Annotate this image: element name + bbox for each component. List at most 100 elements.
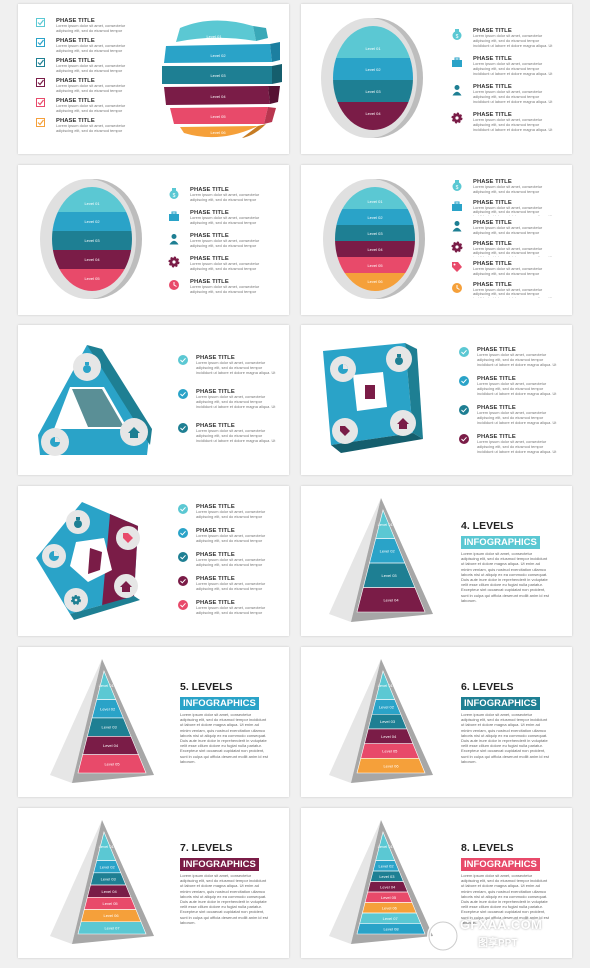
level-label: Level 03 (380, 719, 396, 724)
phase-body: Lorem ipsum dolor sit amet, consectetur … (56, 64, 135, 74)
phase-item: PHASE TITLE Lorem ipsum dolor sit amet, … (178, 355, 276, 389)
pyramid-diagram: Level 01 Level 02 Level 03 Level 04 (329, 498, 433, 622)
phase-title: PHASE TITLE (477, 347, 516, 353)
phase-title: PHASE TITLE (473, 261, 512, 267)
levels-body: Lorem ipsum dolor sit amet, consectetur … (461, 712, 549, 764)
level-label: Level 03 (367, 231, 383, 236)
phase-item: PHASE TITLE Lorem ipsum dolor sit amet, … (168, 233, 270, 256)
phase-title: PHASE TITLE (196, 528, 235, 534)
check-square-icon (36, 38, 45, 47)
level-label: Level 08 (383, 926, 399, 931)
phase-list: PHASE TITLE Lorem ipsum dolor sit amet, … (36, 18, 136, 138)
slide-2: Level 01 Level 02 Level 03 Level 04 $ PH… (301, 4, 572, 154)
home-icon (128, 427, 140, 438)
gear-icon (71, 595, 81, 605)
level-label: Level 01 (99, 844, 115, 849)
disc-band (335, 225, 415, 241)
phase-title: PHASE TITLE (473, 240, 512, 247)
phase-title: PHASE TITLE (473, 220, 512, 226)
phase-list: $ PHASE TITLE Lorem ipsum dolor sit amet… (168, 187, 270, 302)
phase-body: Lorem ipsum dolor sit amet, consectetur … (196, 606, 275, 616)
pyramid-band (356, 923, 426, 935)
phase-title: PHASE TITLE (190, 279, 229, 285)
levels-body: Lorem ipsum dolor sit amet, consectetur … (180, 712, 268, 764)
pentagon-cycle-diagram (36, 502, 140, 620)
level-label: Level 04 (383, 597, 399, 602)
phase-body: Lorem ipsum dolor sit amet, consectetur … (56, 24, 135, 34)
phase-item: PHASE TITLE Lorem ipsum dolor sit amet, … (451, 261, 553, 282)
level-label: Level 03 (102, 725, 118, 730)
clock-icon (452, 282, 462, 293)
phase-title: PHASE TITLE (190, 187, 229, 193)
level-label: Level 01 (378, 844, 394, 849)
phase-list: PHASE TITLE Lorem ipsum dolor sit amet, … (178, 355, 276, 457)
svg-text:$: $ (456, 34, 459, 40)
slide-4: Level 01 Level 02 Level 03 Level 04 Leve… (301, 165, 572, 315)
pie-chart-icon (49, 551, 59, 561)
disc-band (335, 257, 415, 273)
level-label: Level 03 (379, 874, 395, 879)
watermark-logo (427, 920, 459, 952)
svg-text:$: $ (456, 185, 459, 191)
disc-band (335, 241, 415, 257)
phase-body: Lorem ipsum dolor sit amet, consectetur … (190, 216, 269, 226)
level-label: Level 03 (382, 573, 398, 578)
level-label: Level 02 (84, 219, 100, 224)
level-label: Level 01 (378, 522, 394, 527)
phase-title: PHASE TITLE (477, 376, 516, 382)
phase-body: Lorem ipsum dolor sit amet, consectetur … (473, 185, 552, 195)
phase-item: PHASE TITLE Lorem ipsum dolor sit amet, … (36, 118, 136, 138)
phase-item: PHASE TITLE Lorem ipsum dolor sit amet, … (168, 210, 270, 233)
phase-body: Lorem ipsum dolor sit amet, consectetur … (56, 84, 135, 94)
level-label: Level 06 (210, 130, 226, 135)
level-label: Level 01 (206, 34, 222, 39)
levels-title: 7. LEVELS (180, 842, 233, 854)
phase-item: PHASE TITLE Lorem ipsum dolor sit amet, … (36, 58, 136, 78)
disc-diagram: Level 01 Level 02 Level 03 Level 04 (321, 18, 423, 138)
sphere-band (180, 124, 266, 138)
phase-title: PHASE TITLE (190, 210, 229, 216)
level-label: Level 03 (84, 238, 100, 243)
check-square-icon (36, 58, 45, 67)
pyramid-side (329, 498, 381, 622)
phase-item: PHASE TITLE Lorem ipsum dolor sit amet, … (451, 282, 553, 303)
phase-body: Lorem ipsum dolor sit amet, consectetur … (196, 510, 275, 520)
money-bag-icon (74, 517, 82, 528)
levels-body: Lorem ipsum dolor sit amet, consectetur … (180, 873, 268, 925)
phase-title: PHASE TITLE (196, 355, 235, 361)
level-label: Level 05 (382, 749, 398, 754)
home-icon (397, 418, 409, 429)
level-label: Level 02 (379, 705, 395, 710)
phase-title: PHASE TITLE (473, 179, 512, 185)
pyramid-band (77, 921, 147, 935)
phase-title: PHASE TITLE (190, 233, 229, 239)
pyramid-band (77, 754, 147, 774)
level-label: Level 06 (367, 279, 383, 284)
money-bag-icon (395, 354, 403, 365)
level-label: Level 05 (210, 114, 226, 119)
home-icon (120, 581, 132, 592)
phase-body: Lorem ipsum dolor sit amet, consectetur … (473, 34, 553, 49)
slide-1: PHASE TITLE Lorem ipsum dolor sit amet, … (18, 4, 289, 154)
level-label: Level 04 (381, 734, 397, 739)
phase-body: Lorem ipsum dolor sit amet, consectetur … (56, 44, 135, 54)
disc-band (333, 58, 413, 80)
level-label: Level 02 (365, 67, 381, 72)
phase-body: Lorem ipsum dolor sit amet, consectetur … (196, 429, 276, 444)
phase-body: Lorem ipsum dolor sit amet, consectetur … (473, 267, 552, 277)
phase-title: PHASE TITLE (473, 56, 512, 62)
money-bag-icon: $ (169, 188, 179, 199)
phase-title: PHASE TITLE (196, 389, 235, 395)
phase-title: PHASE TITLE (196, 600, 235, 606)
disc-band (333, 80, 413, 102)
disc-band (335, 209, 415, 225)
briefcase-icon (452, 57, 462, 67)
clock-icon (169, 280, 179, 290)
check-circle-icon (459, 405, 469, 415)
phase-body: Lorem ipsum dolor sit amet, consectetur … (196, 582, 275, 592)
check-square-icon (36, 78, 45, 87)
phase-body: Lorem ipsum dolor sit amet, consectetur … (190, 285, 269, 295)
phase-item: PHASE TITLE Lorem ipsum dolor sit amet, … (178, 600, 276, 624)
phase-title: PHASE TITLE (196, 423, 235, 429)
phase-body: Lorem ipsum dolor sit amet, consectetur … (56, 104, 135, 114)
